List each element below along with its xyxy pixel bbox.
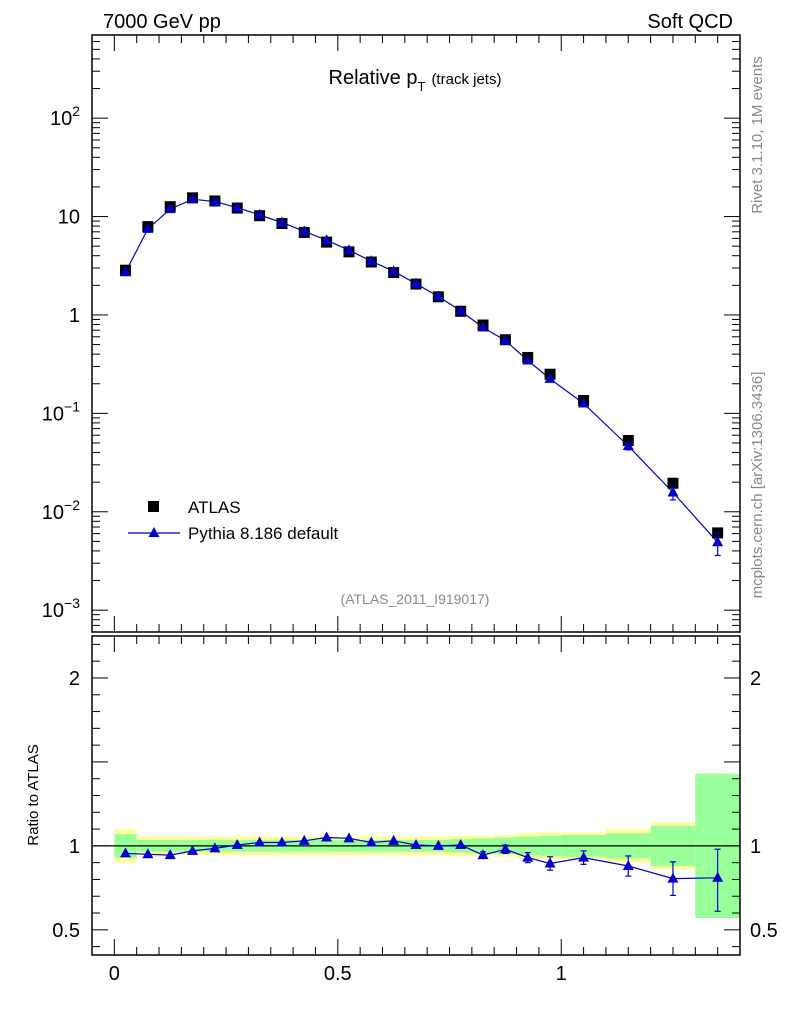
mc-data-point xyxy=(231,201,243,212)
legend-mc-marker xyxy=(148,527,160,537)
mc-data-point xyxy=(455,304,467,315)
ratio-y-tick-label-right: 2 xyxy=(750,668,761,690)
ratio-data-point xyxy=(164,849,176,860)
y-tick-label: 10−3 xyxy=(42,595,80,622)
legend-mc-label: Pythia 8.186 default xyxy=(188,524,339,543)
ratio-panel-ticks: 0.5 0.5 1 1 2 2 0 0.5 1 xyxy=(52,636,778,985)
ratio-data-point xyxy=(231,839,243,850)
analysis-watermark: (ATLAS_2011_I919017) xyxy=(341,591,490,607)
y-tick-label: 102 xyxy=(50,103,80,130)
ratio-y-tick-label-right: 1 xyxy=(750,836,761,858)
atlas-data-point xyxy=(667,477,679,489)
ratio-data-point xyxy=(712,871,724,882)
ratio-data-point xyxy=(667,872,679,883)
main-panel-frame xyxy=(91,34,741,633)
ratio-data-point xyxy=(622,860,634,871)
legend-atlas-marker xyxy=(148,501,159,512)
plot-title: Relative pT (track jets) xyxy=(329,67,502,94)
mc-data-point xyxy=(276,216,288,227)
mc-data-point xyxy=(622,439,634,450)
ratio-data-point xyxy=(254,836,266,847)
ratio-data-point xyxy=(432,839,444,850)
ratio-y-axis-label: Ratio to ATLAS xyxy=(25,744,42,845)
ratio-panel: 0.5 0.5 1 1 2 2 0 0.5 1 Ratio to ATLAS xyxy=(25,635,778,985)
rivet-version-label: Rivet 3.1.10, 1M events xyxy=(749,56,766,214)
mc-data-point xyxy=(254,208,266,219)
mc-data-point xyxy=(499,334,511,345)
ratio-y-tick-label-left: 0.5 xyxy=(52,920,80,942)
main-panel: 10−3 10−2 10−1 1 10 102 Relative pT (track jet… xyxy=(42,34,741,633)
ratio-data-point xyxy=(388,834,400,845)
ratio-data-point xyxy=(365,836,377,847)
ratio-data-point xyxy=(120,847,132,858)
x-tick-label: 1 xyxy=(556,963,567,985)
y-tick-label: 10 xyxy=(58,207,80,229)
mcplots-reference-label: mcplots.cern.ch [arXiv:1306.3436] xyxy=(749,372,766,599)
mc-data-point xyxy=(432,290,444,301)
mc-data-point xyxy=(343,244,355,255)
ratio-y-tick-label-right: 0.5 xyxy=(750,920,778,942)
ratio-y-tick-label-left: 2 xyxy=(69,668,80,690)
mc-data-point xyxy=(544,372,556,383)
ratio-data-point xyxy=(522,851,534,862)
mc-data-point xyxy=(164,203,176,214)
ratio-data-point xyxy=(499,843,511,854)
mc-data-point xyxy=(410,277,422,288)
mc-data-point xyxy=(667,486,679,497)
ratio-data-point xyxy=(455,839,467,850)
ratio-data-point xyxy=(544,857,556,868)
y-tick-label: 10−1 xyxy=(42,398,80,425)
mc-data-point xyxy=(712,536,724,547)
mc-data-point xyxy=(522,354,534,365)
mc-data-point xyxy=(120,266,132,277)
main-panel-ticks: 10−3 10−2 10−1 1 10 102 xyxy=(42,34,741,633)
mc-data-point xyxy=(321,234,333,245)
ratio-data-point xyxy=(578,851,590,862)
ratio-data-point xyxy=(477,849,489,860)
ratio-data-point xyxy=(142,848,154,859)
ratio-data-point xyxy=(187,844,199,855)
y-tick-label: 10−2 xyxy=(42,497,80,524)
legend: ATLAS Pythia 8.186 default xyxy=(128,498,339,543)
y-tick-label: 1 xyxy=(69,305,80,327)
mc-data-point xyxy=(365,255,377,266)
ratio-data-point xyxy=(276,836,288,847)
ratio-series-line xyxy=(125,836,718,880)
ratio-y-tick-label-left: 1 xyxy=(69,836,80,858)
ratio-panel-marks xyxy=(120,831,724,912)
mc-data-point xyxy=(298,225,310,236)
x-tick-label: 0.5 xyxy=(324,963,352,985)
mc-data-point xyxy=(578,397,590,408)
ratio-data-point xyxy=(209,842,221,853)
mc-series-line xyxy=(124,198,719,543)
mc-data-point xyxy=(477,321,489,332)
ratio-panel-frame xyxy=(91,635,741,956)
mc-data-point xyxy=(209,195,221,206)
mc-data-point xyxy=(187,193,199,204)
ratio-data-point xyxy=(321,831,333,842)
ratio-data-point xyxy=(343,832,355,843)
mc-data-point xyxy=(388,265,400,276)
main-panel-marks xyxy=(120,192,724,557)
mc-data-point xyxy=(142,222,154,233)
x-tick-label: 0 xyxy=(109,963,120,985)
ratio-data-point xyxy=(298,834,310,845)
legend-atlas-label: ATLAS xyxy=(188,498,241,517)
ratio-data-point xyxy=(410,839,422,850)
header-process-label: Soft QCD xyxy=(647,11,733,33)
header-energy-label: 7000 GeV pp xyxy=(103,11,221,33)
